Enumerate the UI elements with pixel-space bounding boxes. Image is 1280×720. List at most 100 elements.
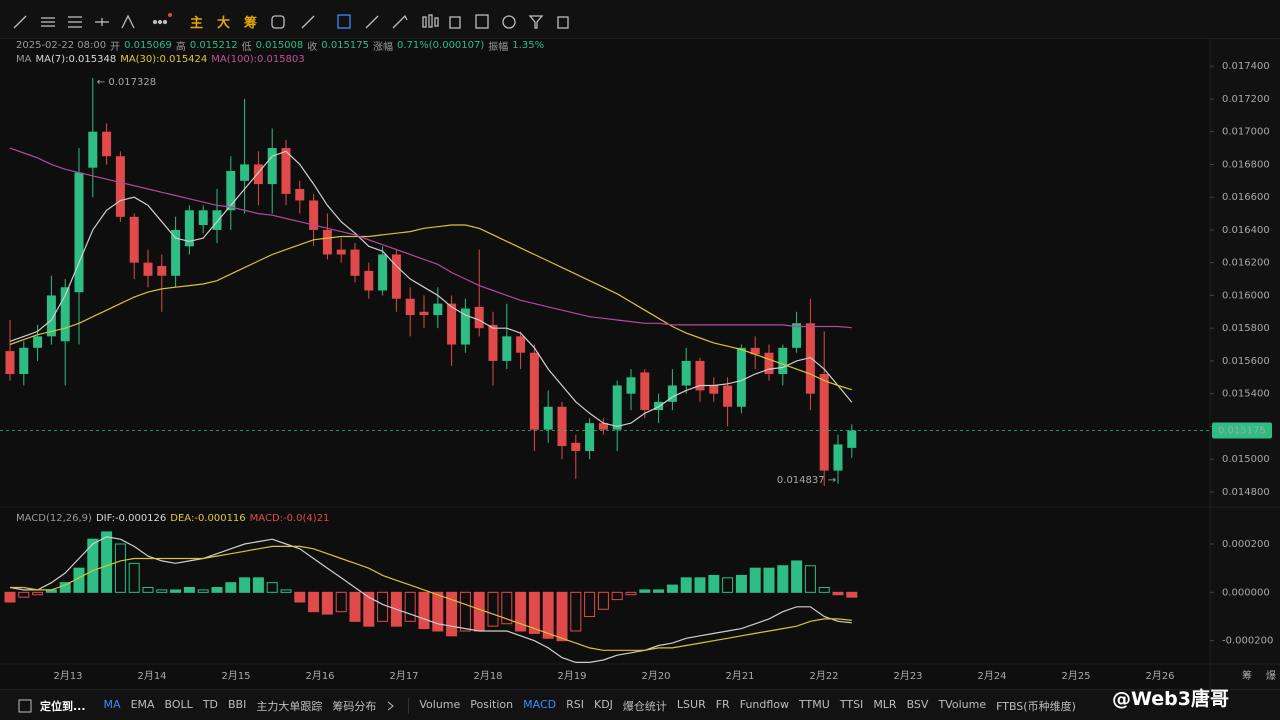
candle-body — [571, 442, 581, 451]
legend-entry: DIF:-0.000126 — [95, 513, 167, 524]
icon-lock[interactable] — [449, 16, 461, 29]
info-value: 0.71%(0.000107) — [397, 40, 485, 51]
info-value: 0.015212 — [189, 40, 238, 51]
macd-bar — [611, 591, 623, 601]
indicator-tab[interactable]: 筹码分布 — [332, 699, 377, 713]
icon-refresh[interactable] — [271, 15, 285, 29]
candle-body — [516, 336, 526, 353]
macd-bar — [818, 587, 830, 593]
icon-trash[interactable] — [557, 16, 569, 29]
y-tick-label: -0.000200 — [1222, 636, 1273, 647]
macd-bar — [280, 589, 292, 593]
indicator-tab[interactable]: BOLL — [164, 697, 193, 711]
tool-icons — [13, 13, 569, 29]
icon-more[interactable] — [157, 19, 163, 25]
x-tick-label: 2月13 — [53, 670, 82, 682]
indicator-tab[interactable]: 爆仓统计 — [622, 699, 667, 713]
candle-body — [654, 401, 664, 411]
macd-legend: MACD(12,26,9) DIF:-0.000126 DEA:-0.000116… — [16, 513, 329, 524]
y-tick-label: 0.015800 — [1222, 323, 1270, 334]
icon-brush[interactable] — [392, 14, 408, 29]
candle-body — [322, 229, 332, 255]
indicator-tab[interactable]: TTMU — [799, 697, 830, 711]
icon-hlines[interactable] — [41, 17, 55, 27]
icon-select[interactable] — [337, 14, 351, 29]
icon-cross[interactable] — [95, 18, 109, 26]
macd-bar — [515, 591, 527, 632]
locate-button[interactable]: 定位到... — [40, 699, 86, 713]
indicator-tab[interactable]: FTBS(币种维度) — [996, 699, 1076, 713]
macd-bar — [321, 591, 333, 615]
tool-main[interactable]: 主 — [190, 16, 204, 31]
indicator-tab[interactable]: Position — [470, 697, 514, 711]
icon-line[interactable] — [13, 15, 27, 29]
info-datetime: 2025-02-22 08:00 — [16, 40, 107, 51]
indicator-tab[interactable]: Volume — [419, 697, 461, 711]
icon-filter[interactable] — [528, 15, 544, 29]
indicator-tab[interactable]: TTSI — [839, 697, 864, 711]
icon-candles[interactable] — [422, 14, 439, 28]
indicator-tab[interactable]: MACD — [523, 697, 557, 711]
macd-title: MACD(12,26,9) — [16, 513, 92, 524]
ma-legend: MA MA(7):0.015348 MA(30):0.015424 MA(100):… — [16, 54, 305, 65]
candle-body — [143, 262, 153, 276]
candle-body — [598, 423, 608, 430]
indicator-tab[interactable]: LSUR — [676, 697, 706, 711]
candle-body — [723, 385, 733, 407]
x-tick-label: 2月18 — [473, 670, 502, 682]
tool-big[interactable]: 大 — [217, 16, 231, 31]
macd-bar — [487, 591, 499, 627]
candle-body — [405, 298, 415, 316]
candle-body — [115, 156, 125, 217]
macd-bar — [680, 577, 692, 593]
macd-bar — [722, 577, 734, 593]
macd-bar — [666, 584, 678, 593]
ma-line — [9, 150, 853, 428]
candle-body — [792, 323, 802, 348]
indicator-tab[interactable]: FR — [715, 697, 730, 711]
candle-body — [281, 148, 291, 194]
macd-bar — [625, 591, 637, 596]
icon-edit[interactable] — [475, 14, 489, 29]
indicator-tab[interactable]: BSV — [906, 697, 929, 711]
macd-bar — [114, 543, 126, 593]
macd-bar — [170, 589, 182, 593]
macd-bar — [211, 587, 223, 593]
icon-magnet[interactable] — [502, 15, 516, 29]
macd-bar — [377, 591, 389, 622]
indicator-tab[interactable]: KDJ — [593, 697, 613, 711]
y-tick-label: 0.015000 — [1222, 454, 1270, 465]
indicator-tab[interactable]: MA — [103, 697, 121, 711]
indicator-tab[interactable]: BBI — [228, 697, 247, 711]
tool-chips[interactable]: 筹 — [244, 16, 258, 31]
chevron[interactable] — [386, 701, 396, 711]
macd-line — [10, 545, 852, 651]
legend-entry: MA(7):0.015348 — [35, 54, 117, 65]
macd-bar — [528, 591, 540, 634]
indicator-tab[interactable]: TVolume — [938, 697, 987, 711]
candle-body — [74, 172, 84, 293]
x-tick-label: 2月21 — [725, 670, 754, 682]
x-tick-label: 2月19 — [557, 670, 586, 682]
candle-body — [295, 188, 305, 201]
candle-body — [129, 216, 139, 263]
indicator-tab[interactable]: EMA — [130, 697, 155, 711]
macd-bar — [183, 587, 195, 593]
icon-pen[interactable] — [365, 15, 379, 29]
icon-channel[interactable] — [68, 16, 82, 28]
icon-ruler[interactable] — [301, 15, 315, 29]
candle-body — [529, 352, 539, 430]
indicator-tab[interactable]: RSI — [566, 697, 584, 711]
legend-entry: MA(100):0.015803 — [211, 54, 305, 65]
x-tick-label: 2月20 — [641, 670, 670, 682]
y-tick-label: 0.016000 — [1222, 290, 1270, 301]
indicator-tab[interactable]: TD — [202, 697, 219, 711]
indicator-tab[interactable]: MLR — [873, 697, 897, 711]
macd-bar — [473, 591, 485, 632]
indicator-tab[interactable]: 主力大单跟踪 — [256, 699, 323, 713]
locate-icon — [18, 699, 32, 712]
candle-body — [460, 308, 470, 345]
y-tick-label: 0.016200 — [1222, 258, 1270, 269]
indicator-tab[interactable]: Fundflow — [739, 697, 790, 711]
icon-path[interactable] — [121, 14, 135, 29]
